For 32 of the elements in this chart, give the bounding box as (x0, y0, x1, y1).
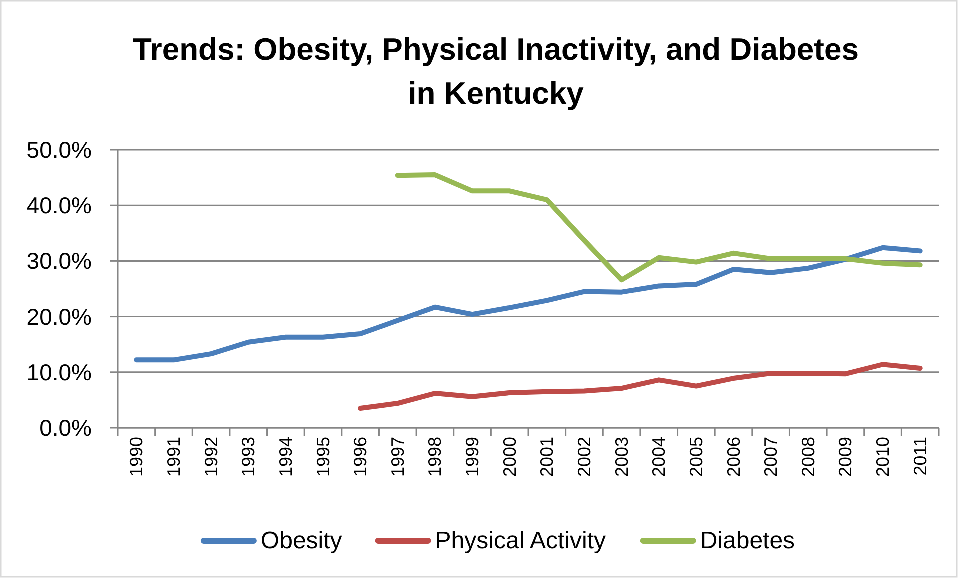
x-tick-label: 2008 (798, 437, 818, 478)
x-tick-label: 1999 (462, 437, 483, 478)
x-tick-label: 1998 (425, 437, 446, 478)
x-tick-label: 1996 (350, 437, 371, 478)
y-tick-label: 40.0% (26, 192, 92, 219)
y-tick-label: 0.0% (40, 415, 92, 441)
x-tick-label: 2005 (686, 437, 706, 478)
legend-label: Diabetes (700, 528, 796, 554)
x-tick-label: 2009 (836, 437, 856, 478)
y-tick-label: 20.0% (26, 304, 92, 330)
x-tick-label: 1995 (313, 437, 334, 478)
chart-title: Trends: Obesity, Physical Inactivity, and Diabetes in Kentucky (133, 32, 859, 111)
x-tick-label: 2010 (873, 437, 894, 478)
x-tick-label: 2006 (724, 437, 744, 478)
x-tick-label: 2007 (761, 437, 782, 478)
x-tick-label: 1997 (388, 437, 408, 478)
x-tick-label: 1994 (276, 437, 296, 478)
legend-label: Obesity (260, 528, 342, 554)
x-tick-label: 2001 (537, 437, 558, 478)
x-tick-label: 1993 (238, 437, 259, 478)
x-tick-label: 2000 (500, 437, 520, 478)
legend-label: Physical Activity (435, 528, 606, 554)
x-tick-label: 1990 (126, 437, 147, 478)
y-tick-label: 10.0% (26, 359, 92, 386)
x-tick-label: 2002 (574, 437, 594, 478)
x-tick-label: 2004 (649, 437, 670, 478)
x-tick-label: 2011 (910, 437, 930, 476)
x-tick-label: 2003 (612, 437, 632, 478)
y-tick-label: 50.0% (26, 137, 92, 163)
x-tick-label: 1992 (201, 437, 222, 478)
x-tick-label: 1991 (164, 437, 184, 478)
y-tick-label: 30.0% (26, 248, 92, 274)
